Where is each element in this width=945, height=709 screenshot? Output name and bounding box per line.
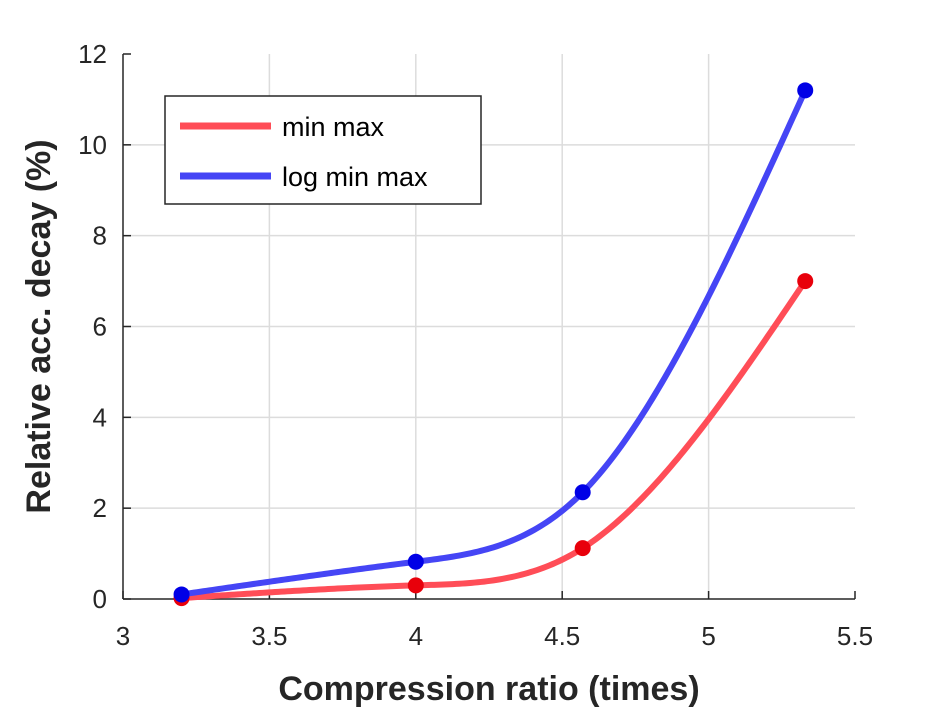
data-point — [797, 273, 814, 290]
x-tick-labels: 3 3.5 4 4.5 5 5.5 — [116, 621, 873, 651]
x-tick-label: 3.5 — [251, 621, 287, 651]
y-tick-label: 0 — [93, 584, 107, 614]
x-axis-label: Compression ratio (times) — [278, 670, 699, 708]
y-tick-labels: 0 2 4 6 8 10 12 — [78, 39, 107, 614]
x-tick-label: 3 — [116, 621, 130, 651]
y-axis-label: Relative acc. decay (%) — [20, 139, 58, 513]
data-point — [574, 484, 591, 501]
legend-label: log min max — [282, 162, 428, 192]
y-tick-label: 10 — [78, 130, 107, 160]
data-point — [407, 577, 424, 594]
data-point — [407, 553, 424, 570]
data-point — [173, 586, 190, 603]
y-tick-label: 12 — [78, 39, 107, 69]
series-layer — [173, 82, 814, 607]
legend-box — [164, 95, 482, 205]
y-tick-label: 8 — [93, 221, 107, 251]
x-tick-label: 5.5 — [837, 621, 873, 651]
data-point — [574, 540, 591, 557]
data-point — [797, 82, 814, 99]
legend-label: min max — [282, 112, 385, 142]
legend: min max log min max — [164, 95, 482, 205]
y-tick-label: 2 — [93, 493, 107, 523]
series-log-min-max — [173, 82, 814, 603]
y-tick-label: 4 — [93, 402, 107, 432]
series-line — [178, 278, 809, 602]
x-tick-label: 4 — [409, 621, 423, 651]
series-line — [178, 87, 809, 598]
series-min-max — [173, 273, 814, 607]
axes — [122, 53, 856, 600]
y-tick-label: 6 — [93, 312, 107, 342]
x-tick-label: 4.5 — [544, 621, 580, 651]
x-tick-label: 5 — [701, 621, 715, 651]
